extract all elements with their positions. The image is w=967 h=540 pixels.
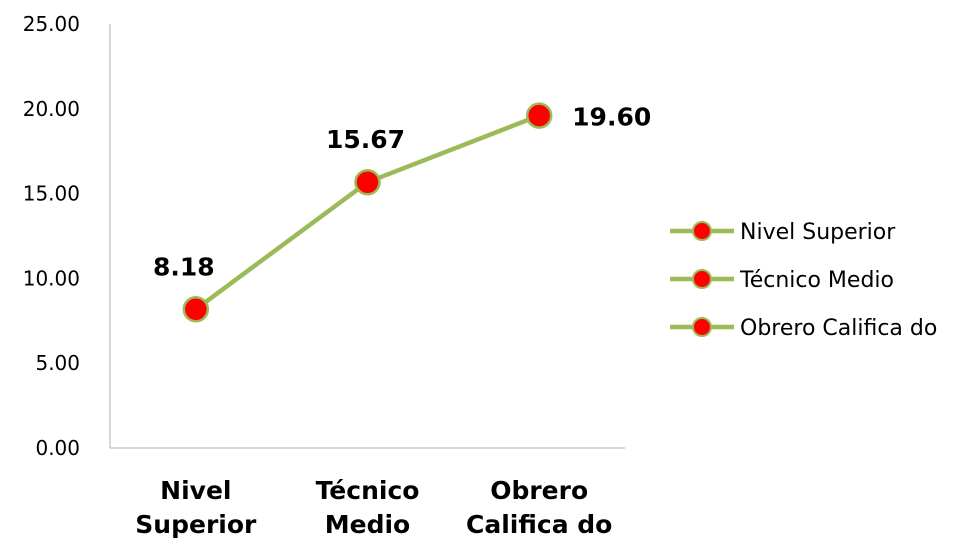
x-category-label: Obrero Califica do [466,476,612,539]
data-point-marker [525,102,553,129]
data-labels: 8.18 15.67 19.60 [153,103,651,282]
legend-marker-swatch [692,269,712,289]
legend-entry: Nivel Superior [670,220,896,245]
data-point-marker [354,168,381,196]
y-tick-label: 25.00 [23,12,80,36]
legend: Nivel Superior Técnico Medio Obrero Califi… [670,220,937,341]
data-label: 19.60 [572,103,651,132]
data-point-marker [182,296,210,323]
series-nivel [182,102,553,323]
y-tick-label: 20.00 [23,97,80,121]
axes [109,24,625,449]
y-tick-label: 0.00 [35,436,80,460]
x-category-labels: Nivel Superior Técnico Medio Obrero Califica … [135,476,612,539]
x-category-label: Técnico Medio [316,476,420,539]
y-tick-label: 5.00 [35,351,80,375]
legend-label: Técnico Medio [739,268,894,293]
x-category-label: Nivel Superior [135,476,257,539]
legend-marker-swatch [692,221,712,241]
y-tick-labels: 0.00 5.00 10.00 15.00 20.00 25.00 [23,12,80,460]
data-label: 8.18 [153,252,215,281]
legend-label: Nivel Superior [740,220,896,245]
legend-entry: Obrero Califica do [670,316,937,341]
legend-marker-swatch [692,317,712,337]
legend-entry: Técnico Medio [670,268,894,293]
y-tick-label: 15.00 [23,182,80,206]
data-label: 15.67 [326,125,405,154]
y-tick-label: 10.00 [23,266,80,290]
legend-label: Obrero Califica do [740,316,937,341]
